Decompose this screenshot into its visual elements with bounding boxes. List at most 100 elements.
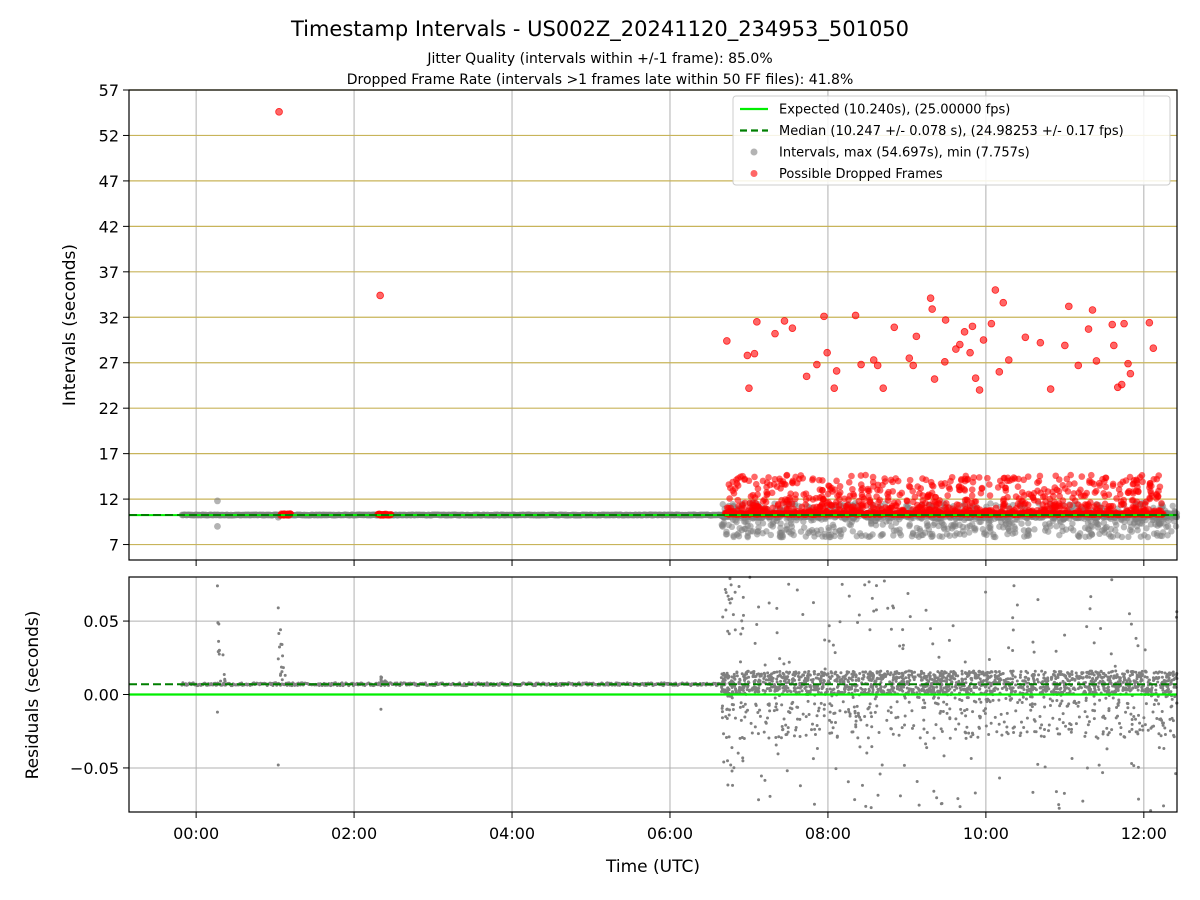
- residual-point: [1021, 695, 1025, 699]
- residual-point: [1092, 717, 1096, 721]
- dropped-point: [942, 504, 949, 511]
- residual-point: [1141, 728, 1145, 732]
- dropped-point: [1130, 476, 1138, 484]
- dropped-point: [873, 493, 880, 500]
- interval-point: [777, 520, 784, 527]
- dropped-point: [889, 478, 896, 486]
- residual-point: [870, 715, 874, 719]
- residual-point: [912, 724, 916, 728]
- dropped-point: [986, 492, 994, 499]
- dropped-point: [747, 493, 755, 500]
- interval-point: [972, 525, 979, 532]
- dropped-point: [1096, 482, 1104, 489]
- residual-point: [726, 783, 730, 787]
- residual-point: [885, 670, 889, 674]
- interval-point: [1120, 523, 1128, 531]
- dropped-point: [830, 384, 839, 392]
- interval-point: [959, 523, 967, 531]
- residual-point: [1074, 671, 1078, 675]
- dropped-point: [1108, 320, 1117, 329]
- residual-point: [749, 721, 753, 725]
- dropped-point: [1038, 506, 1045, 514]
- dropped-point: [753, 318, 761, 326]
- dropped-point: [937, 480, 945, 487]
- residual-point: [1011, 649, 1015, 653]
- dropped-point: [788, 324, 797, 332]
- residual-point: [1136, 688, 1140, 692]
- residual-point: [903, 696, 907, 700]
- residual-point: [720, 716, 724, 720]
- dropped-point: [1061, 341, 1069, 350]
- dropped-point: [1110, 341, 1118, 350]
- residual-point: [1036, 598, 1040, 602]
- dropped-point: [922, 476, 930, 484]
- interval-point: [892, 519, 900, 526]
- dropped-point: [960, 507, 968, 515]
- dropped-point: [971, 374, 980, 382]
- residual-point: [815, 723, 819, 727]
- dropped-point: [865, 487, 873, 495]
- dropped-point: [1046, 385, 1055, 393]
- residual-point: [858, 672, 862, 676]
- dropped-point: [740, 504, 748, 512]
- dropped-point: [1146, 494, 1153, 502]
- residual-point: [756, 732, 760, 736]
- residual-point: [801, 613, 805, 617]
- residual-point: [954, 727, 958, 731]
- residual-point: [1002, 720, 1006, 724]
- dropped-point: [1105, 507, 1113, 515]
- dropped-point: [783, 471, 791, 479]
- residual-point: [928, 627, 932, 631]
- residual-point: [856, 621, 860, 625]
- dropped-point: [930, 375, 939, 383]
- residual-point: [813, 727, 817, 731]
- dropped-point: [745, 477, 753, 485]
- residual-point: [721, 615, 725, 619]
- intervals-y-tick-label: 12: [99, 490, 119, 509]
- legend-label: Median (10.247 +/- 0.078 s), (24.98253 +…: [779, 124, 1124, 139]
- intervals-y-tick-label: 47: [99, 172, 119, 191]
- dropped-point: [1155, 472, 1163, 479]
- residual-point: [889, 705, 893, 709]
- interval-point: [214, 522, 221, 530]
- legend: Expected (10.240s), (25.00000 fps)Median…: [732, 95, 1171, 186]
- residual-point: [276, 606, 280, 610]
- residual-point: [1113, 664, 1117, 668]
- residual-point: [780, 703, 784, 707]
- dropped-point: [825, 498, 832, 506]
- dropped-point: [1146, 480, 1154, 487]
- dropped-point: [859, 501, 867, 509]
- dropped-point: [1155, 487, 1162, 495]
- dropped-point: [1010, 474, 1018, 481]
- interval-point: [785, 528, 793, 536]
- residual-point: [870, 725, 874, 729]
- residual-point: [956, 797, 960, 801]
- residual-point: [1076, 704, 1080, 708]
- dropped-point: [1075, 501, 1082, 509]
- dropped-point: [925, 491, 932, 498]
- interval-point: [1118, 533, 1126, 541]
- residual-point: [1130, 718, 1134, 722]
- dropped-point: [1117, 498, 1125, 505]
- residual-point: [971, 710, 975, 714]
- interval-point: [906, 521, 913, 528]
- interval-point: [808, 526, 816, 534]
- dropped-point: [755, 503, 762, 510]
- dropped-point: [1021, 507, 1029, 514]
- dropped-point: [1078, 473, 1086, 480]
- interval-point: [940, 524, 947, 531]
- residual-point: [739, 718, 743, 722]
- residual-point: [812, 802, 816, 806]
- interval-point: [897, 532, 905, 539]
- dropped-point: [866, 496, 874, 504]
- dropped-point: [1153, 495, 1160, 502]
- interval-point: [788, 523, 796, 530]
- residual-point: [1051, 716, 1055, 720]
- residual-point: [280, 678, 284, 682]
- interval-point: [853, 533, 860, 540]
- dropped-point: [961, 502, 969, 509]
- residual-point: [804, 715, 808, 719]
- residual-point: [1005, 725, 1009, 729]
- dropped-point: [958, 475, 965, 483]
